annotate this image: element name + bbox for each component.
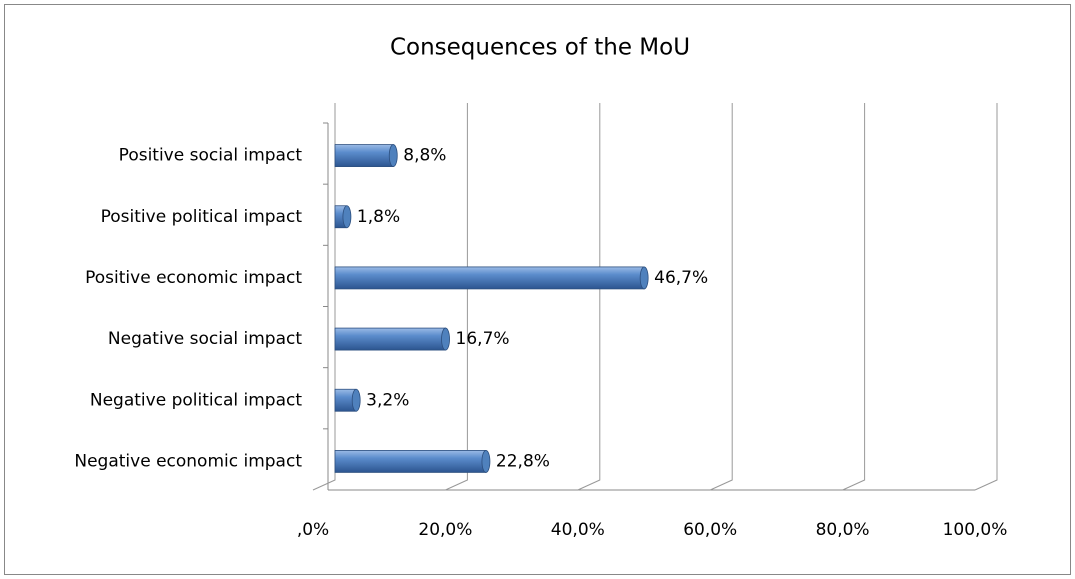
value-label: 46,7% xyxy=(654,268,708,288)
bar xyxy=(334,266,645,290)
grid-line xyxy=(445,103,468,491)
y-tick-label: Negative social impact xyxy=(108,329,302,349)
y-tick-label: Positive political impact xyxy=(101,207,303,227)
grid-line xyxy=(312,103,336,491)
bar-cap xyxy=(441,327,450,351)
bar xyxy=(334,144,394,167)
x-tick-label: 60,0% xyxy=(683,520,737,540)
y-tick-label: Positive economic impact xyxy=(85,268,302,288)
x-tick-label: 40,0% xyxy=(551,520,605,540)
grid-line xyxy=(974,103,998,491)
bar xyxy=(334,450,487,473)
x-tick-label: 80,0% xyxy=(816,520,870,540)
bar-cap xyxy=(351,388,361,412)
y-tick-label: Positive social impact xyxy=(119,146,303,166)
x-tick-label: ,0% xyxy=(297,520,329,540)
y-tick-label: Negative economic impact xyxy=(74,451,302,471)
chart-title: Consequences of the MoU xyxy=(390,35,690,61)
bar xyxy=(334,327,446,351)
grid-line xyxy=(709,103,733,491)
x-tick-label: 20,0% xyxy=(418,520,472,540)
bar-cap xyxy=(388,144,398,167)
x-tick-label: 100,0% xyxy=(943,520,1008,540)
y-tick-label: Negative political impact xyxy=(90,390,302,410)
value-label: 8,8% xyxy=(403,146,446,166)
value-label: 22,8% xyxy=(496,451,550,471)
value-label: 3,2% xyxy=(366,390,409,410)
value-label: 16,7% xyxy=(456,329,510,349)
grid-line xyxy=(577,103,601,491)
grid-line xyxy=(842,103,866,491)
bar-cap xyxy=(639,266,649,290)
chart-border xyxy=(4,4,1071,575)
bar-cap xyxy=(481,450,491,473)
bar-cap xyxy=(342,205,352,229)
value-label: 1,8% xyxy=(357,207,400,227)
